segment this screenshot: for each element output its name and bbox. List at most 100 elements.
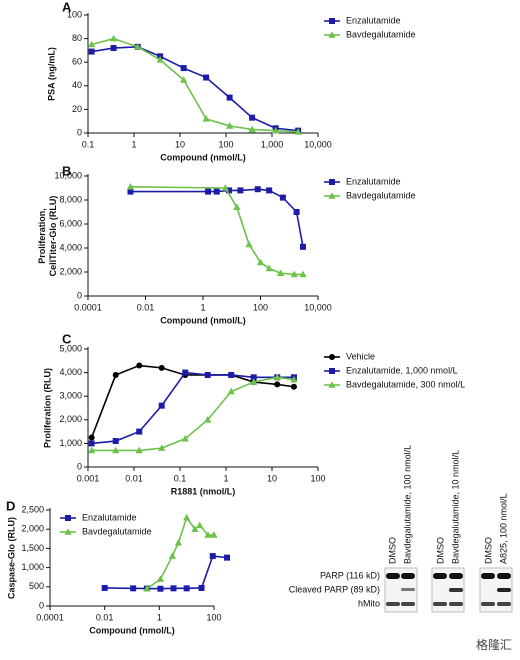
legend-label: Enzalutamide, 1,000 nmol/L (346, 365, 458, 375)
marker (205, 188, 212, 195)
y-tick-label: 2,000 (59, 414, 82, 424)
marker (88, 48, 95, 55)
marker (191, 525, 199, 532)
watermark: 格隆汇 (476, 637, 512, 652)
series-line (91, 376, 295, 452)
y-tick-label: 20 (72, 104, 82, 114)
marker (202, 115, 210, 122)
marker (127, 188, 134, 195)
x-tick-label: 0.01 (125, 473, 143, 483)
y-tick-label: 80 (72, 33, 82, 43)
band (481, 602, 495, 606)
y-tick-label: 2,000 (59, 266, 82, 276)
y-axis-label: CellTiter-Glo (RLU) (48, 196, 58, 277)
y-tick-label: 0 (77, 290, 82, 300)
x-tick-label: 1 (223, 473, 228, 483)
x-tick-label: 10,000 (304, 139, 332, 149)
band (497, 588, 511, 592)
y-tick-label: 0 (39, 600, 44, 610)
marker (329, 18, 335, 24)
y-tick-label: 1,000 (21, 562, 44, 572)
marker (182, 369, 189, 376)
marker (245, 240, 253, 248)
panel-label: D (6, 498, 15, 513)
band (433, 573, 447, 579)
x-axis-label: Compound (nmol/L) (89, 625, 174, 635)
marker (294, 128, 302, 135)
marker (290, 383, 297, 390)
marker (265, 264, 273, 272)
band (401, 588, 415, 591)
marker (183, 513, 191, 521)
marker (329, 354, 335, 360)
marker (226, 94, 233, 101)
y-tick-label: 500 (29, 581, 44, 591)
marker (248, 125, 256, 133)
marker (156, 575, 165, 582)
marker (196, 521, 204, 529)
marker (293, 209, 300, 215)
x-tick-label: 1 (200, 302, 205, 312)
y-tick-label: 60 (72, 57, 82, 67)
lane-label: Bavdegalutamide, 10 nmol/L (450, 450, 460, 564)
marker (198, 584, 205, 591)
y-axis-label: Proliferation (RLU) (42, 368, 52, 448)
marker (299, 270, 307, 278)
y-tick-label: 1,500 (21, 543, 44, 553)
marker (65, 515, 71, 521)
x-tick-label: 1 (131, 139, 136, 149)
marker (204, 416, 212, 423)
series-line (146, 515, 214, 590)
marker (158, 444, 166, 451)
band (433, 602, 447, 606)
panel-label: C (62, 331, 72, 346)
marker (112, 371, 119, 378)
lane-label: DMSO (435, 537, 445, 564)
marker (112, 446, 120, 454)
panel-label: B (62, 163, 71, 178)
y-tick-label: 2,000 (21, 524, 44, 534)
x-tick-label: 10,000 (304, 302, 332, 312)
x-axis-label: Compound (nmol/L) (160, 152, 245, 162)
y-axis-label: PSA (ng/mL) (46, 47, 56, 101)
series-line (91, 46, 299, 132)
marker (180, 76, 188, 83)
band (386, 573, 400, 579)
y-tick-label: 8,000 (59, 194, 82, 204)
x-tick-label: 100 (206, 612, 221, 622)
marker (130, 585, 137, 592)
x-tick-label: 0.01 (137, 302, 155, 312)
marker (299, 243, 306, 250)
y-tick-label: 100 (67, 9, 82, 19)
lane-label: DMSO (387, 537, 397, 564)
y-tick-label: 0 (77, 461, 82, 471)
marker (158, 402, 165, 409)
marker (276, 269, 285, 276)
marker (227, 387, 235, 395)
series-line (90, 364, 295, 438)
marker (329, 368, 335, 374)
lane-label: A825, 100 nmol/L (498, 493, 508, 564)
y-tick-label: 3,000 (59, 391, 82, 401)
marker (210, 531, 218, 538)
legend-label: Enzalutamide (346, 15, 401, 25)
band (449, 588, 463, 592)
legend-label: Bavdegalutamide, 300 nmol/L (346, 379, 465, 389)
marker (237, 187, 244, 194)
row-label: hMito (358, 598, 380, 608)
marker (328, 192, 336, 199)
x-tick-label: 0.01 (96, 612, 114, 622)
marker (168, 552, 176, 559)
western-blot (384, 567, 513, 613)
marker (143, 584, 151, 592)
marker (134, 43, 142, 50)
row-label: Cleaved PARP (89 kD) (289, 584, 380, 594)
marker (273, 373, 281, 381)
band (497, 573, 511, 579)
marker (110, 45, 117, 52)
x-tick-label: 100 (253, 302, 268, 312)
marker (157, 585, 164, 592)
y-tick-label: 40 (72, 80, 82, 90)
marker (204, 371, 211, 378)
